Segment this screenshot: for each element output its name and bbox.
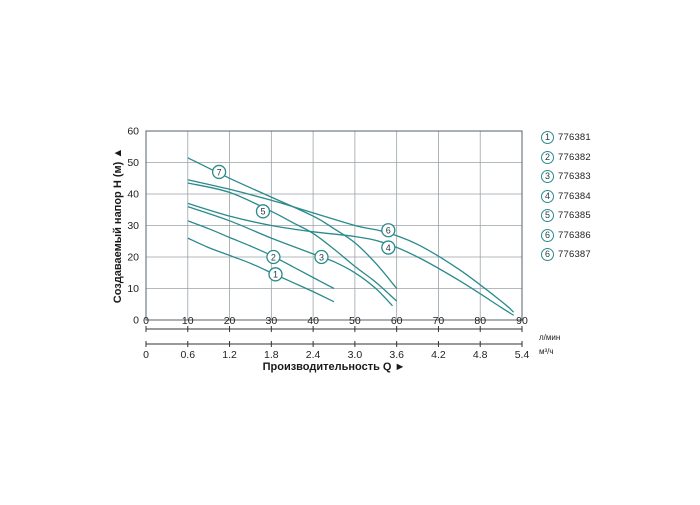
legend-number-badge: 5	[541, 209, 554, 223]
legend-item: 6 776387	[541, 245, 591, 265]
y-tick-label: 0	[133, 315, 139, 327]
x-unit-top: л/мин	[539, 333, 560, 342]
series-line-776386	[187, 179, 515, 313]
y-tick-label: 60	[127, 126, 139, 138]
y-tick-label: 50	[127, 157, 139, 169]
legend-number-badge: 3	[541, 170, 554, 184]
series-line-776387	[187, 157, 398, 289]
legend-item: 6 776386	[541, 226, 591, 246]
legend-model-code: 776387	[558, 249, 591, 261]
y-axis-title: Создаваемый напор H (м) ▲	[112, 148, 124, 303]
curve-marker-1	[268, 267, 283, 282]
x-axis-title: Производительность Q ►	[263, 361, 406, 373]
y-tick-label: 30	[127, 220, 139, 232]
legend-item: 1 776381	[541, 128, 591, 148]
x-tick-label-top: 20	[224, 315, 236, 327]
legend-model-code: 776382	[558, 151, 591, 163]
x-tick-label-top: 0	[143, 315, 149, 327]
x-tick-label-bottom: 4.8	[473, 349, 488, 361]
legend-model-code: 776385	[558, 210, 591, 222]
x-unit-bottom: м³/ч	[539, 347, 554, 356]
x-tick-label-bottom: 1.8	[264, 349, 279, 361]
legend-model-code: 776384	[558, 190, 591, 202]
legend: 1 776381 2 776382 3 776383 4 776384 5 776385 6 7763…	[541, 128, 591, 265]
legend-item: 5 776385	[541, 206, 591, 226]
curve-marker-label: 4	[386, 243, 391, 253]
x-tick-label-bottom: 0	[143, 349, 149, 361]
curve-marker-label: 2	[271, 252, 276, 262]
curve-marker-6	[381, 223, 396, 238]
legend-model-code: 776381	[558, 132, 591, 144]
series-line-776382	[187, 220, 335, 290]
series-line-776384	[187, 202, 514, 316]
x-tick-label-top: 40	[307, 315, 319, 327]
x-tick-label-top: 30	[265, 315, 277, 327]
legend-number-badge: 6	[541, 248, 554, 262]
plot-frame	[145, 130, 523, 321]
x-tick-label-top: 60	[391, 315, 403, 327]
legend-number-badge: 6	[541, 228, 554, 242]
y-tick-label: 20	[127, 252, 139, 264]
legend-model-code: 776383	[558, 171, 591, 183]
curve-marker-3	[314, 249, 329, 265]
legend-item: 4 776384	[541, 187, 591, 207]
x-tick-label-bottom: 1.2	[222, 349, 237, 361]
curve-marker-5	[255, 204, 271, 219]
x-tick-label-top: 10	[182, 315, 194, 327]
y-tick-label: 10	[127, 283, 139, 295]
legend-model-code: 776386	[558, 229, 591, 241]
x-tick-label-bottom: 4.2	[431, 349, 446, 361]
legend-number-badge: 1	[541, 131, 554, 145]
legend-item: 2 776382	[541, 148, 591, 168]
x-tick-label-top: 50	[349, 315, 361, 327]
x-tick-label-bottom: 2.4	[306, 349, 321, 361]
legend-item: 3 776383	[541, 167, 591, 187]
x-tick-label-top: 90	[516, 315, 528, 327]
curve-marker-label: 6	[386, 226, 391, 236]
curve-marker-label: 5	[260, 207, 265, 217]
curve-marker-label: 7	[217, 167, 222, 177]
series-line-776385	[187, 182, 398, 302]
curve-marker-2	[266, 249, 281, 265]
x-tick-label-bottom: 3.6	[389, 349, 404, 361]
legend-number-badge: 2	[541, 150, 554, 164]
x-tick-label-bottom: 3.0	[348, 349, 363, 361]
curve-marker-label: 1	[273, 270, 278, 280]
curve-marker-7	[211, 164, 227, 180]
curve-marker-4	[381, 240, 396, 255]
x-tick-label-bottom: 5.4	[515, 349, 530, 361]
curve-marker-label: 3	[319, 252, 324, 262]
x-tick-label-top: 80	[474, 315, 486, 327]
y-tick-label: 40	[127, 189, 139, 201]
x-tick-label-top: 70	[433, 315, 445, 327]
series-line-776381	[187, 237, 335, 303]
legend-number-badge: 4	[541, 189, 554, 203]
x-tick-label-bottom: 0.6	[180, 349, 195, 361]
